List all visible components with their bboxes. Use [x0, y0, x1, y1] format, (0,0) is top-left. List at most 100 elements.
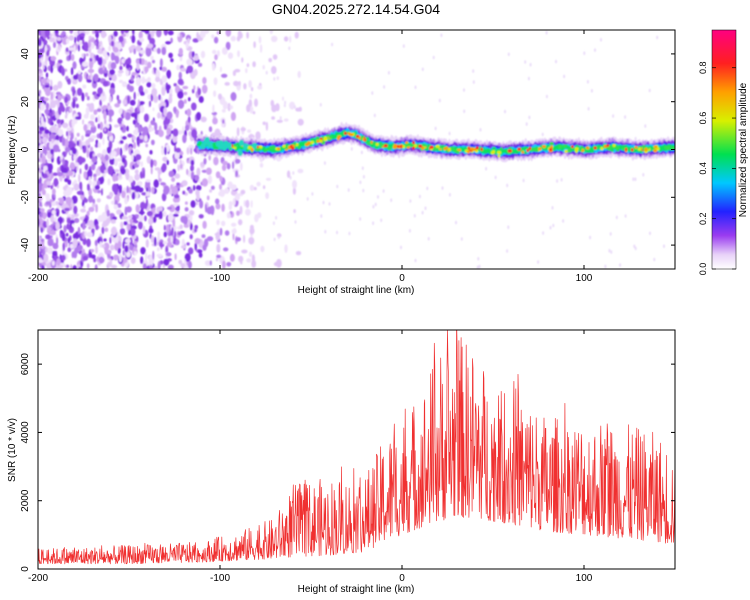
noise-speck — [212, 49, 217, 55]
noise-speck — [96, 153, 103, 158]
noise-speck — [434, 126, 437, 131]
noise-speck — [97, 49, 103, 54]
noise-speck — [556, 179, 559, 183]
noise-speck — [47, 159, 51, 163]
noise-speck — [46, 78, 51, 83]
noise-speck — [151, 59, 156, 64]
noise-speck — [179, 159, 182, 165]
noise-speck — [311, 192, 314, 196]
noise-speck — [87, 75, 91, 80]
noise-speck — [139, 91, 145, 96]
noise-speck — [212, 117, 218, 125]
noise-speck — [240, 127, 246, 132]
noise-speck — [250, 200, 253, 208]
noise-speck — [79, 143, 83, 151]
noise-speck — [182, 85, 189, 90]
noise-speck — [277, 235, 280, 240]
noise-speck — [126, 218, 131, 223]
noise-speck — [82, 119, 85, 125]
noise-speck — [67, 237, 71, 244]
noise-speck — [51, 138, 54, 144]
noise-speck — [77, 73, 83, 83]
noise-speck — [213, 77, 218, 86]
noise-speck — [93, 109, 98, 115]
noise-speck — [186, 108, 192, 117]
noise-speck — [131, 72, 137, 76]
noise-speck — [50, 56, 57, 61]
noise-speck — [53, 41, 56, 49]
noise-speck — [213, 36, 219, 44]
noise-speck — [380, 218, 383, 223]
noise-speck — [86, 231, 93, 238]
noise-speck — [273, 77, 276, 81]
noise-speck — [648, 88, 651, 93]
noise-speck — [96, 256, 100, 263]
noise-speck — [70, 132, 74, 140]
noise-speck — [262, 65, 265, 70]
noise-speck — [77, 70, 82, 75]
noise-speck — [589, 235, 592, 240]
noise-speck — [268, 58, 273, 63]
noise-speck — [211, 185, 215, 190]
noise-speck — [158, 178, 162, 183]
noise-speck — [102, 69, 109, 74]
noise-speck — [172, 128, 179, 137]
noise-speck — [124, 143, 129, 151]
noise-speck — [283, 103, 286, 108]
noise-speck — [240, 189, 246, 195]
noise-speck — [68, 35, 75, 41]
noise-speck — [104, 227, 109, 232]
noise-speck — [47, 211, 52, 218]
noise-speck — [130, 227, 136, 237]
noise-speck — [39, 102, 45, 111]
noise-speck — [230, 189, 238, 196]
noise-speck — [38, 250, 41, 257]
noise-speck — [117, 42, 122, 51]
noise-speck — [85, 30, 90, 35]
noise-speck — [137, 99, 140, 109]
noise-speck — [284, 244, 288, 254]
noise-speck — [80, 232, 83, 237]
noise-speck — [84, 231, 87, 237]
noise-speck — [228, 201, 233, 207]
noise-speck — [163, 185, 170, 194]
noise-speck — [145, 179, 151, 183]
noise-speck — [88, 206, 95, 213]
noise-speck — [175, 85, 180, 94]
noise-speck — [145, 47, 152, 57]
noise-speck — [174, 230, 177, 240]
noise-speck — [211, 34, 215, 39]
noise-speck — [653, 257, 656, 262]
noise-speck — [183, 91, 188, 96]
noise-speck — [102, 137, 105, 146]
noise-speck — [75, 103, 79, 109]
noise-speck — [173, 106, 177, 113]
noise-speck — [86, 210, 90, 216]
noise-speck — [400, 245, 402, 250]
noise-speck — [373, 113, 376, 118]
noise-speck — [361, 166, 364, 170]
noise-speck — [57, 106, 62, 116]
noise-speck — [71, 195, 78, 204]
noise-speck — [121, 120, 125, 125]
noise-speck — [154, 122, 158, 132]
noise-speck — [155, 69, 161, 79]
noise-speck — [74, 247, 79, 254]
noise-speck — [563, 74, 566, 79]
noise-speck — [522, 178, 525, 183]
noise-speck — [85, 53, 89, 57]
noise-speck — [95, 139, 99, 145]
noise-speck — [506, 183, 509, 188]
noise-speck — [161, 147, 165, 156]
noise-speck — [146, 81, 152, 88]
noise-speck — [609, 232, 612, 236]
noise-speck — [78, 139, 81, 147]
noise-speck — [201, 178, 208, 187]
noise-speck — [117, 203, 122, 208]
noise-speck — [113, 204, 119, 210]
noise-speck — [583, 51, 586, 55]
noise-speck — [66, 217, 71, 224]
noise-speck — [72, 61, 77, 70]
noise-speck — [197, 249, 203, 254]
noise-speck — [53, 178, 59, 187]
